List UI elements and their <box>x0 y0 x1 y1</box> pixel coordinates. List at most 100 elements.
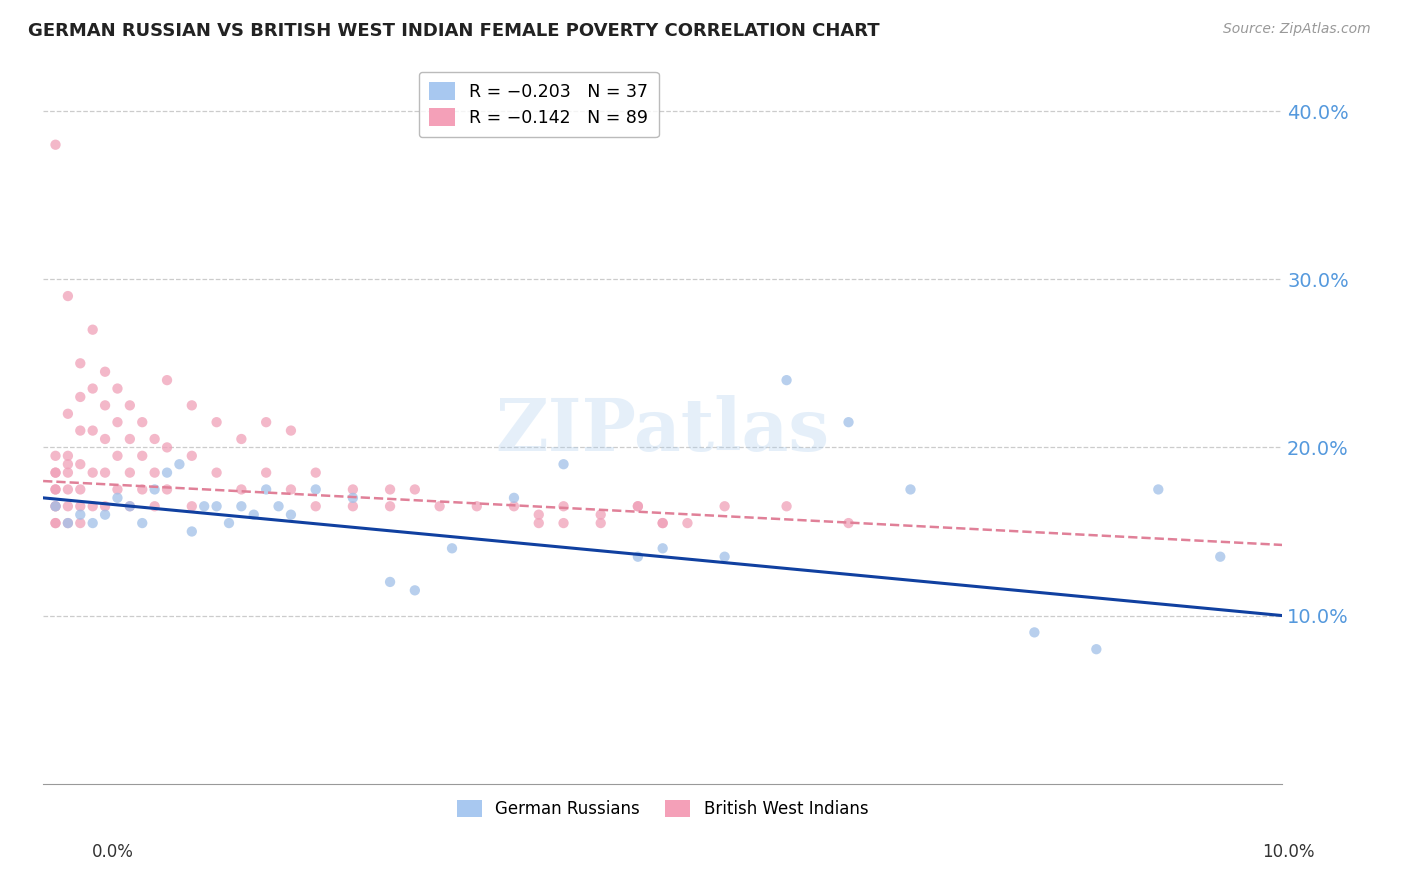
Point <box>404 483 426 497</box>
Point <box>378 574 401 589</box>
Point <box>56 516 79 530</box>
Point <box>56 449 79 463</box>
Point <box>69 508 91 522</box>
Point <box>56 483 79 497</box>
Point <box>280 508 302 522</box>
Point <box>118 500 141 514</box>
Point <box>44 449 66 463</box>
Point <box>44 466 66 480</box>
Point <box>44 466 66 480</box>
Point <box>82 466 104 480</box>
Point <box>503 500 526 514</box>
Point <box>107 415 129 429</box>
Point <box>131 449 153 463</box>
Point <box>44 483 66 497</box>
Point <box>1024 625 1046 640</box>
Point <box>342 500 364 514</box>
Point <box>94 500 117 514</box>
Point <box>775 373 797 387</box>
Point <box>94 508 117 522</box>
Point <box>44 500 66 514</box>
Point <box>205 466 228 480</box>
Point <box>589 516 612 530</box>
Point <box>82 500 104 514</box>
Point <box>254 466 277 480</box>
Point <box>44 516 66 530</box>
Point <box>82 323 104 337</box>
Point <box>94 365 117 379</box>
Point <box>143 483 166 497</box>
Point <box>44 516 66 530</box>
Point <box>651 516 673 530</box>
Point <box>44 500 66 514</box>
Point <box>180 500 202 514</box>
Point <box>280 424 302 438</box>
Point <box>82 516 104 530</box>
Point <box>56 407 79 421</box>
Point <box>82 382 104 396</box>
Point <box>676 516 699 530</box>
Point <box>465 500 488 514</box>
Point <box>118 500 141 514</box>
Point <box>254 415 277 429</box>
Point <box>180 449 202 463</box>
Point <box>342 483 364 497</box>
Point <box>305 483 328 497</box>
Point <box>713 549 735 564</box>
Point <box>900 483 922 497</box>
Point <box>1209 549 1232 564</box>
Point <box>440 541 463 556</box>
Point <box>131 415 153 429</box>
Point <box>342 491 364 505</box>
Text: 0.0%: 0.0% <box>91 843 134 861</box>
Text: 10.0%: 10.0% <box>1263 843 1315 861</box>
Point <box>107 483 129 497</box>
Point <box>553 516 575 530</box>
Point <box>404 583 426 598</box>
Point <box>143 432 166 446</box>
Point <box>280 483 302 497</box>
Point <box>1085 642 1108 657</box>
Point <box>69 457 91 471</box>
Point <box>205 415 228 429</box>
Point <box>231 432 253 446</box>
Point <box>169 457 191 471</box>
Point <box>651 516 673 530</box>
Point <box>44 500 66 514</box>
Point <box>56 457 79 471</box>
Point <box>107 449 129 463</box>
Point <box>69 516 91 530</box>
Point <box>713 500 735 514</box>
Point <box>627 500 650 514</box>
Point <box>56 500 79 514</box>
Point <box>254 483 277 497</box>
Point <box>44 137 66 152</box>
Point <box>231 483 253 497</box>
Point <box>94 398 117 412</box>
Point <box>378 500 401 514</box>
Point <box>107 382 129 396</box>
Point <box>503 491 526 505</box>
Legend: German Russians, British West Indians: German Russians, British West Indians <box>450 793 875 825</box>
Point <box>118 398 141 412</box>
Point <box>1147 483 1170 497</box>
Point <box>180 398 202 412</box>
Point <box>180 524 202 539</box>
Point <box>131 516 153 530</box>
Point <box>193 500 215 514</box>
Point <box>378 483 401 497</box>
Point <box>56 289 79 303</box>
Point <box>69 483 91 497</box>
Point <box>627 549 650 564</box>
Point <box>267 500 290 514</box>
Point <box>69 424 91 438</box>
Text: GERMAN RUSSIAN VS BRITISH WEST INDIAN FEMALE POVERTY CORRELATION CHART: GERMAN RUSSIAN VS BRITISH WEST INDIAN FE… <box>28 22 880 40</box>
Point <box>205 500 228 514</box>
Point <box>107 491 129 505</box>
Text: ZIPatlas: ZIPatlas <box>495 395 830 467</box>
Point <box>527 516 550 530</box>
Point <box>553 500 575 514</box>
Point <box>143 500 166 514</box>
Point <box>242 508 264 522</box>
Point <box>553 457 575 471</box>
